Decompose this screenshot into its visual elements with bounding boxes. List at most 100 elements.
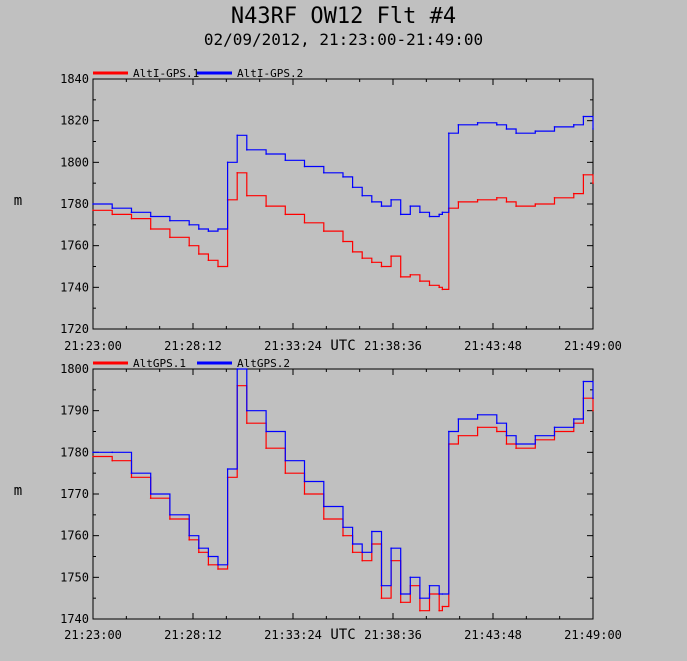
data-point — [246, 149, 248, 151]
data-point — [419, 597, 421, 599]
series-line-1 — [93, 172, 594, 290]
data-point — [419, 211, 421, 214]
data-point — [351, 251, 354, 253]
data-point — [505, 443, 508, 445]
data-point — [188, 224, 190, 226]
x-tick-label: 21:23:00 — [64, 628, 122, 642]
y-tick-label: 1770 — [60, 487, 89, 501]
legend-label-1: AltGPS.1 — [133, 357, 186, 370]
data-point — [534, 434, 537, 437]
data-point — [303, 493, 306, 495]
data-point — [236, 368, 239, 370]
y-tick-label: 1750 — [60, 570, 89, 584]
plot-frame-1 — [92, 78, 594, 330]
data-point — [351, 186, 354, 189]
data-point — [351, 543, 354, 545]
y-axis-label: m — [14, 483, 22, 499]
data-point — [419, 280, 421, 282]
y-tick-label: 1720 — [60, 322, 89, 336]
x-axis-label-halo: UTC — [330, 627, 355, 643]
data-point — [476, 121, 479, 124]
data-point — [428, 284, 431, 287]
data-point — [303, 221, 306, 224]
data-point — [111, 451, 114, 454]
data-point — [188, 534, 190, 537]
x-tick-label: 21:49:00 — [564, 339, 622, 353]
data-point — [111, 459, 114, 462]
data-point — [505, 434, 508, 437]
data-point — [428, 584, 431, 587]
x-axis-label-halo: UTC — [330, 338, 355, 354]
data-point — [496, 196, 498, 199]
y-tick-label: 1800 — [60, 155, 89, 169]
data-point — [496, 422, 498, 424]
x-tick-label: 21:28:12 — [164, 628, 222, 642]
data-point — [284, 213, 287, 216]
data-point — [226, 468, 229, 470]
data-point — [380, 597, 383, 599]
data-point — [572, 192, 575, 195]
data-point — [322, 518, 325, 520]
data-point — [572, 418, 575, 420]
data-point — [197, 551, 200, 554]
data-point — [409, 274, 412, 276]
data-point — [399, 593, 402, 595]
y-tick-label: 1820 — [60, 114, 89, 128]
data-point — [534, 130, 537, 132]
data-point — [236, 134, 239, 137]
x-tick-label: 21:43:48 — [464, 339, 522, 353]
data-point — [496, 430, 498, 433]
data-point — [92, 209, 94, 212]
data-point — [438, 213, 440, 216]
x-tick-label: 21:43:48 — [464, 628, 522, 642]
data-point — [130, 217, 133, 220]
data-point — [226, 161, 229, 164]
data-point — [246, 194, 248, 197]
data-point — [265, 205, 267, 207]
y-tick-label: 1800 — [60, 362, 89, 376]
x-tick-label: 21:49:00 — [564, 628, 622, 642]
data-point — [592, 397, 594, 399]
data-point — [265, 430, 267, 433]
x-tick-label: 21:23:00 — [64, 339, 122, 353]
x-tick-label: 21:33:24 — [264, 628, 322, 642]
data-point — [342, 526, 344, 529]
data-point — [592, 182, 594, 184]
data-point — [390, 255, 392, 257]
data-point — [130, 476, 133, 479]
data-point — [371, 530, 373, 533]
series-line-2 — [93, 115, 594, 232]
data-point — [322, 505, 325, 508]
data-point — [447, 132, 450, 134]
x-axis-label: UTC — [330, 627, 355, 643]
data-point — [92, 451, 94, 454]
data-point — [390, 199, 392, 201]
data-point — [322, 230, 325, 232]
data-point — [582, 174, 585, 176]
data-point — [188, 244, 190, 247]
data-point — [351, 551, 354, 554]
data-point — [441, 593, 444, 595]
data-point — [582, 115, 585, 118]
data-point — [322, 171, 325, 174]
data-point — [515, 205, 517, 207]
y-tick-label: 1740 — [60, 280, 89, 294]
data-point — [149, 493, 152, 495]
data-point — [505, 128, 508, 130]
data-point — [371, 201, 373, 203]
data-point — [217, 265, 219, 268]
series-line-2 — [93, 368, 594, 599]
data-point — [92, 203, 94, 205]
data-point — [438, 286, 440, 289]
data-point — [342, 176, 344, 178]
data-point — [188, 539, 190, 541]
data-point — [236, 171, 239, 174]
data-point — [111, 213, 114, 216]
data-point — [457, 418, 460, 420]
data-point — [515, 447, 517, 449]
data-point — [342, 240, 344, 243]
data-point — [553, 426, 556, 429]
data-point — [284, 459, 287, 462]
data-point — [534, 203, 537, 205]
